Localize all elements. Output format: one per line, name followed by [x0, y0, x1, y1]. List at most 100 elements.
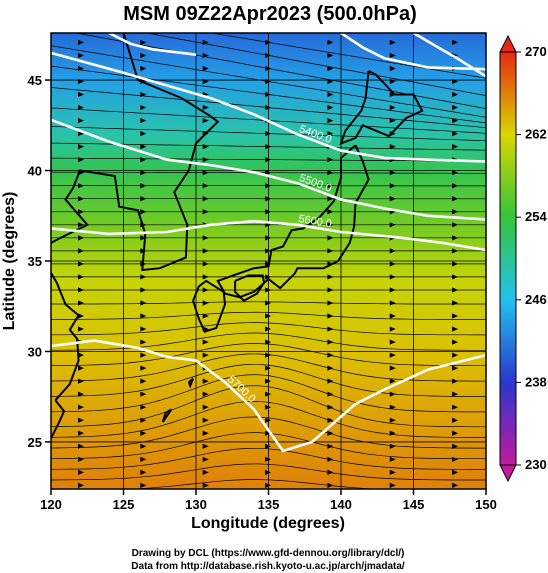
streamline-arrow: [202, 430, 209, 436]
streamline-arrow: [265, 313, 272, 319]
streamline-arrow: [78, 287, 84, 293]
streamline-arrow: [452, 170, 459, 176]
streamline-arrow: [389, 443, 396, 449]
streamline-arrow: [140, 300, 147, 306]
streamline-arrow: [140, 104, 147, 111]
streamline-arrow: [140, 209, 147, 215]
streamline-arrow: [140, 352, 147, 358]
streamline-arrow: [327, 378, 334, 384]
streamline-arrow: [389, 52, 396, 59]
streamline-arrow: [452, 91, 459, 98]
streamline-arrow: [78, 39, 84, 46]
x-axis-label: Longitude (degrees): [191, 515, 345, 532]
streamline-arrow: [140, 157, 147, 163]
streamline-arrow: [389, 287, 396, 293]
streamline-arrow: [78, 235, 84, 241]
streamline-arrow: [389, 170, 396, 176]
streamline-arrow: [327, 352, 334, 358]
height-contour: [51, 219, 486, 252]
coastline: [187, 377, 195, 389]
streamline-arrow: [389, 117, 396, 124]
streamline-arrow: [389, 39, 396, 46]
height-contour: [108, 33, 197, 56]
streamline-arrow: [265, 91, 272, 98]
streamline-arrow: [389, 365, 396, 371]
coastline: [339, 70, 424, 146]
streamline-arrow: [452, 365, 459, 371]
streamline-arrow: [452, 469, 459, 475]
streamline-arrow: [389, 196, 396, 202]
streamline-arrow: [265, 365, 272, 371]
streamline-arrow: [140, 378, 147, 384]
streamline-arrow: [78, 65, 84, 72]
streamline-arrow: [265, 196, 272, 202]
streamline-arrow: [452, 482, 459, 488]
streamline-arrow: [140, 404, 147, 410]
streamline-arrow: [202, 469, 209, 475]
streamline-arrow: [202, 235, 209, 241]
streamline-arrow: [265, 352, 272, 358]
streamline-arrow: [265, 326, 272, 332]
y-tick-label: 25: [28, 435, 42, 450]
streamline-arrow: [265, 287, 272, 293]
streamline-arrow: [78, 261, 84, 267]
streamline-arrow: [140, 391, 147, 397]
streamline-arrow: [265, 300, 272, 306]
credit-drawing: Drawing by DCL (https://www.gfd-dennou.o…: [132, 548, 405, 559]
streamline-arrow: [78, 104, 84, 111]
streamline-arrow: [78, 391, 84, 397]
streamline-arrow: [140, 170, 147, 176]
streamline-arrow: [452, 417, 459, 423]
streamline-arrow: [140, 287, 147, 293]
streamline-arrow: [202, 482, 209, 488]
streamline-arrow: [140, 65, 147, 72]
streamline-arrow: [265, 274, 272, 280]
streamline-arrow: [78, 300, 84, 306]
streamline-arrow: [78, 313, 84, 319]
credit-data-source: Data from http://database.rish.kyoto-u.a…: [131, 561, 405, 572]
coastline: [51, 242, 80, 401]
streamline-arrow: [327, 131, 334, 137]
streamline-arrow: [327, 65, 334, 72]
x-tick-label: 140: [330, 497, 352, 512]
streamline-arrow: [265, 104, 272, 111]
streamline-arrow: [389, 144, 396, 150]
streamline-arrow: [265, 482, 272, 488]
streamline-arrow: [140, 339, 147, 345]
streamline-arrow: [265, 235, 272, 241]
streamline-arrow: [327, 274, 334, 280]
streamline-arrow: [202, 104, 209, 111]
streamline-arrow: [265, 157, 272, 163]
streamline-arrow: [78, 144, 84, 150]
streamline-arrow: [327, 391, 334, 397]
streamline-arrow: [78, 430, 84, 436]
streamline-arrow: [78, 274, 84, 280]
streamline-arrow: [327, 196, 334, 202]
streamline-arrow: [78, 482, 84, 488]
streamline-arrow: [452, 209, 459, 215]
coastlines: [51, 33, 424, 439]
streamline-arrow: [265, 131, 272, 137]
y-tick-label: 35: [28, 254, 42, 269]
streamline-arrow: [389, 313, 396, 319]
streamline-arrow: [202, 170, 209, 176]
streamline-arrow: [327, 248, 334, 254]
streamline-arrow: [265, 430, 272, 436]
chart-title: MSM 09Z22Apr2023 (500.0hPa): [123, 3, 416, 25]
streamline-arrow: [265, 391, 272, 397]
streamline-arrow: [452, 131, 459, 137]
height-contour: [340, 33, 486, 71]
colorbar: 230 238 246 254 262 270: [499, 34, 547, 483]
streamline-arrow: [202, 157, 209, 163]
streamline-arrow: [452, 300, 459, 306]
streamline-arrow: [452, 196, 459, 202]
streamline-arrow: [452, 326, 459, 332]
streamline-arrow: [265, 52, 272, 59]
streamline-arrow: [140, 430, 147, 436]
streamline-arrow: [140, 274, 147, 280]
streamline-arrow: [327, 235, 334, 241]
colorbar-tick-label: 238: [525, 374, 547, 389]
streamline-arrow: [202, 52, 209, 59]
colorbar-tick-label: 270: [525, 44, 547, 59]
streamline-arrow: [265, 248, 272, 254]
